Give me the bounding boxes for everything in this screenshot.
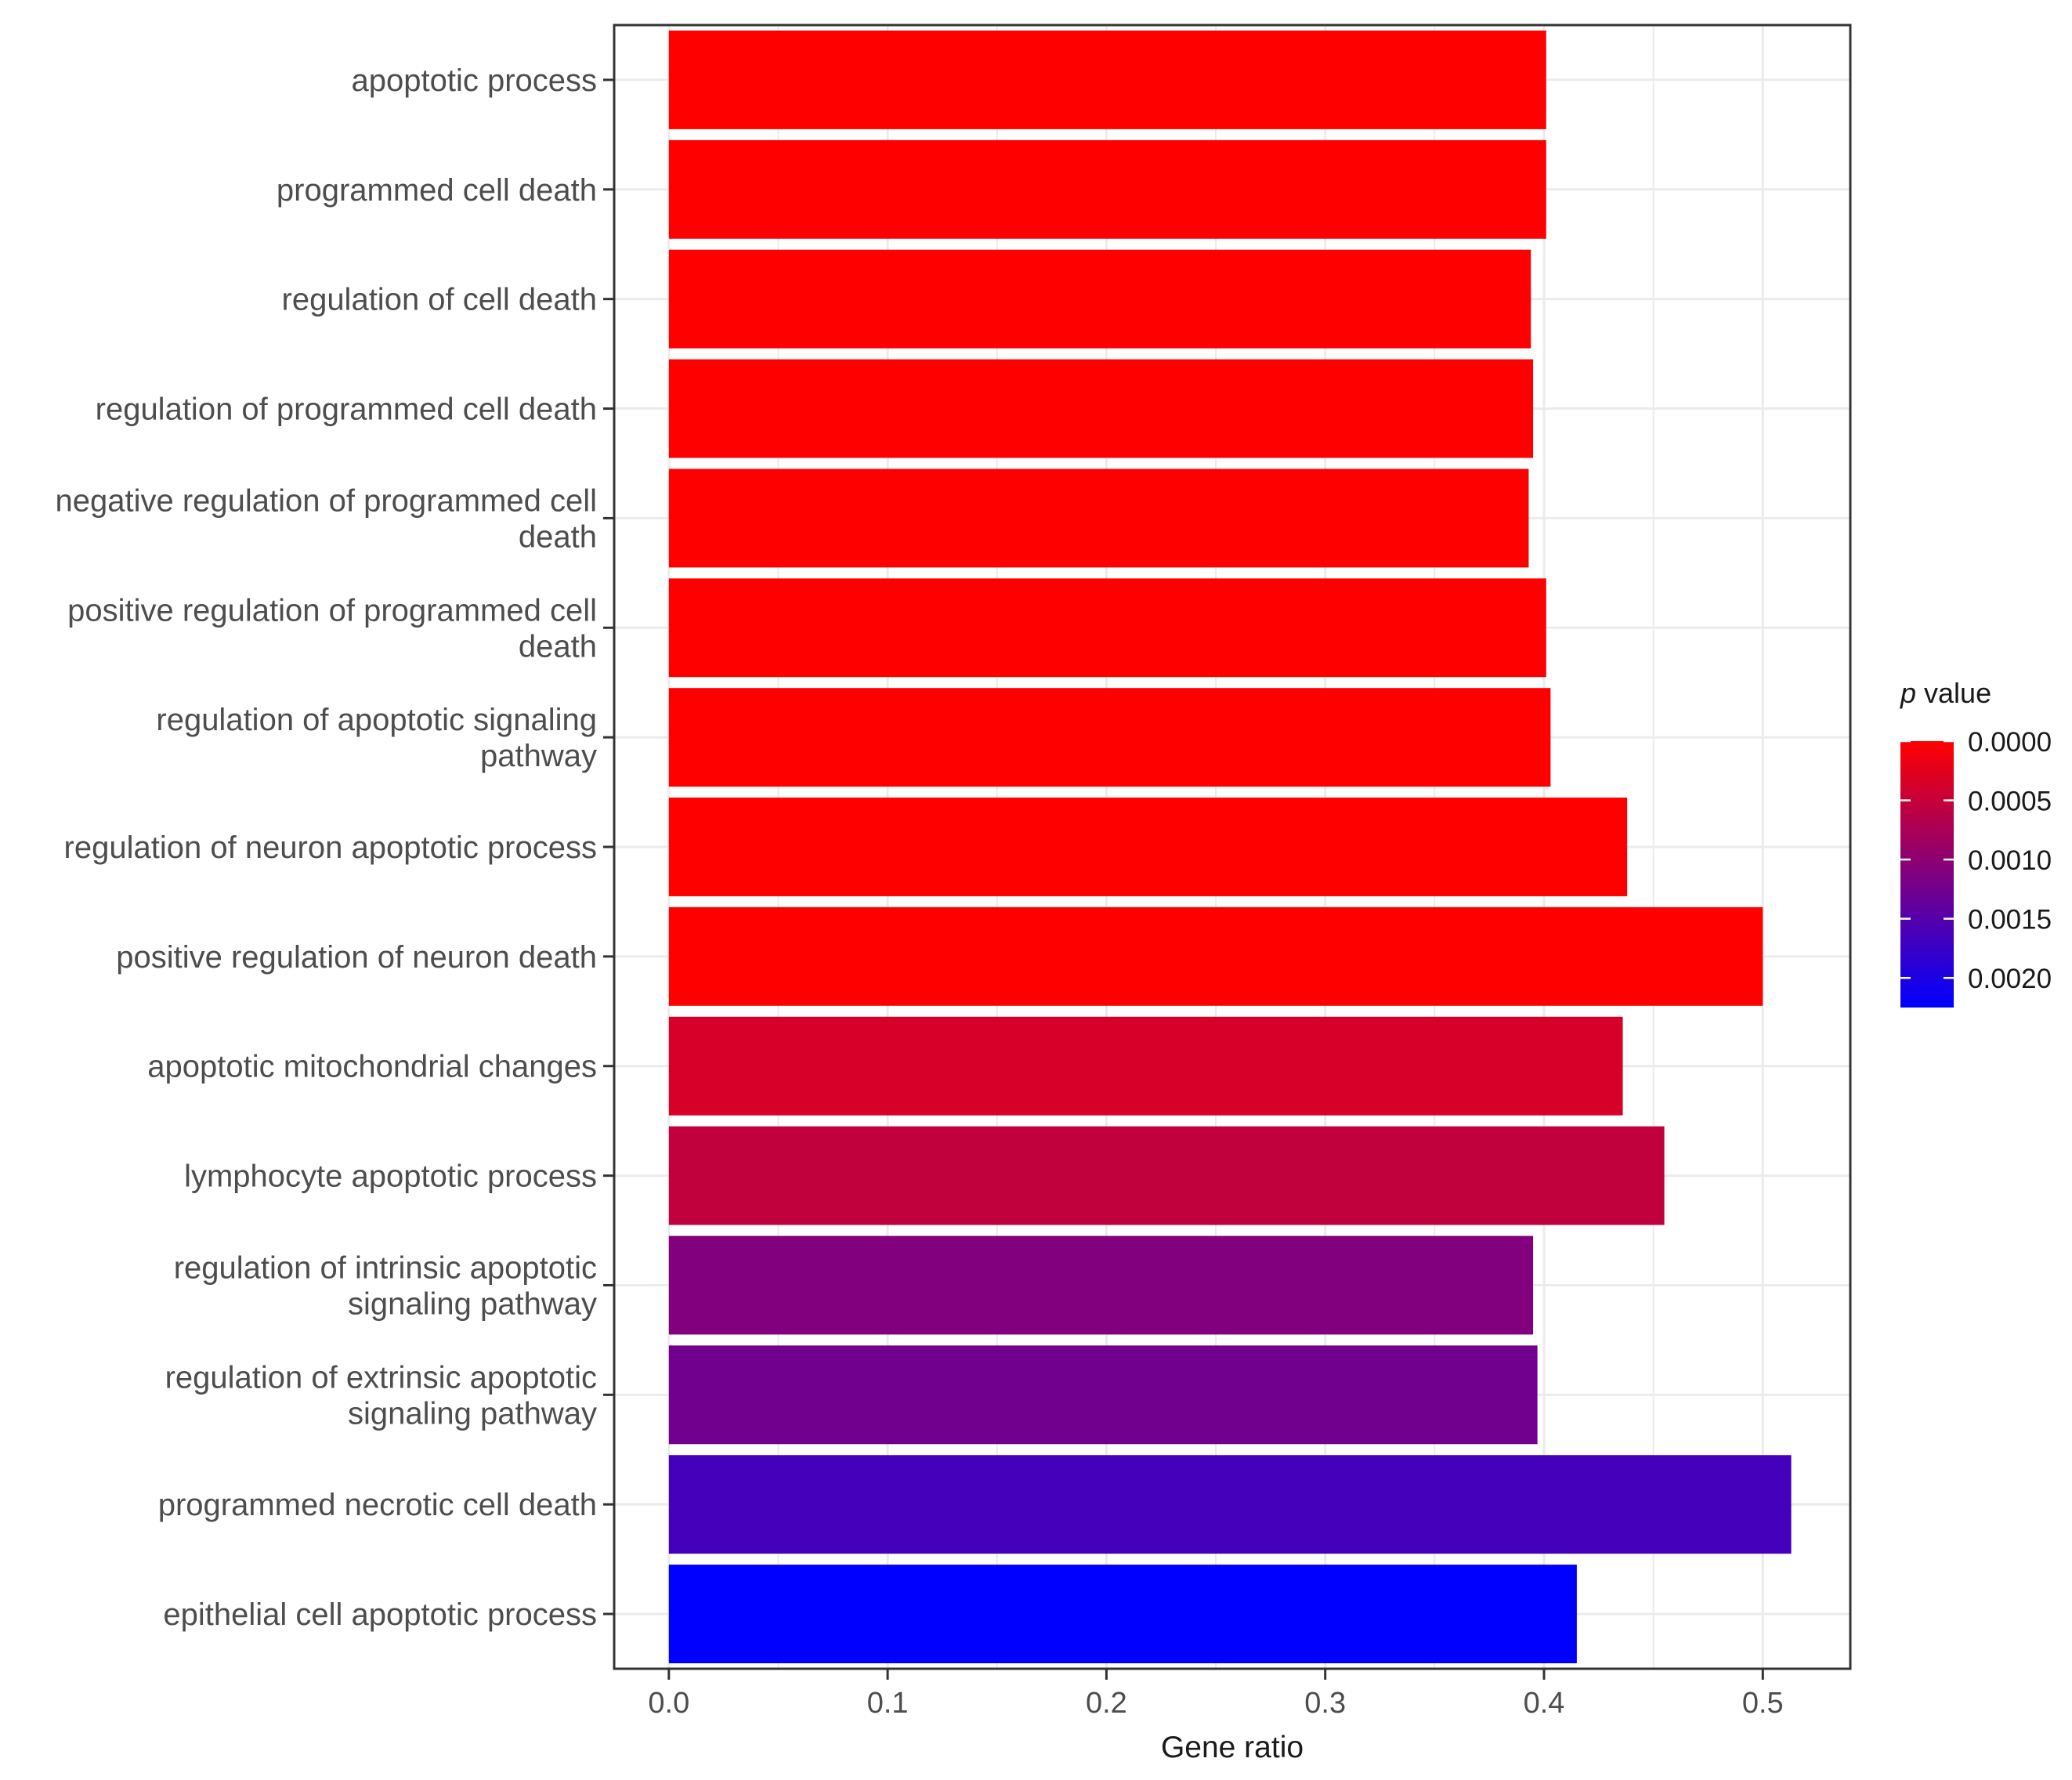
bars bbox=[668, 30, 1792, 1664]
legend-title-italic: p bbox=[1900, 677, 1916, 709]
bar bbox=[668, 578, 1546, 678]
y-tick-label-line: programmed cell death bbox=[277, 173, 597, 208]
legend-label: 0.0005 bbox=[1968, 787, 2052, 817]
y-tick-label-line: regulation of neuron apoptotic process bbox=[64, 830, 597, 865]
y-tick-label: regulation of extrinsic apoptotic signali… bbox=[165, 1360, 597, 1431]
x-tick-label: 0.4 bbox=[1524, 1687, 1565, 1720]
y-tick-label-line: death bbox=[519, 629, 597, 664]
legend-label: 0.0010 bbox=[1968, 845, 2052, 876]
bar bbox=[668, 798, 1628, 896]
x-tick-label: 0.0 bbox=[648, 1687, 689, 1720]
y-tick-label-line: pathway bbox=[480, 739, 597, 773]
y-tick-label-line: positive regulation of programmed cell bbox=[67, 593, 597, 628]
y-tick-label-line: regulation of intrinsic apoptotic bbox=[174, 1250, 597, 1285]
x-axis: 0.0 0.1 0.2 0.3 0.4 0.5 bbox=[648, 1669, 1784, 1720]
bar bbox=[668, 469, 1529, 568]
legend-label: 0.0000 bbox=[1968, 727, 2052, 758]
bar bbox=[668, 1126, 1665, 1225]
bar bbox=[668, 139, 1546, 239]
x-tick-label: 0.5 bbox=[1742, 1687, 1784, 1720]
legend-title: p value bbox=[1900, 677, 1991, 709]
y-tick-label-line: death bbox=[519, 519, 597, 554]
y-tick-label: regulation of cell death bbox=[282, 283, 598, 317]
bar bbox=[668, 249, 1531, 349]
x-tick-label: 0.2 bbox=[1086, 1687, 1127, 1720]
y-tick-label-line: epithelial cell apoptotic process bbox=[163, 1597, 597, 1632]
y-tick-label: epithelial cell apoptotic process bbox=[163, 1597, 597, 1632]
y-tick-label: programmed cell death bbox=[277, 173, 597, 208]
bar bbox=[668, 30, 1546, 129]
y-tick-label-line: regulation of extrinsic apoptotic bbox=[165, 1360, 597, 1395]
y-tick-label-line: regulation of cell death bbox=[282, 283, 598, 317]
y-tick-label: regulation of intrinsic apoptotic signali… bbox=[174, 1250, 597, 1321]
legend-title-rest: value bbox=[1916, 677, 1991, 709]
y-tick-label: positive regulation of programmed cell de… bbox=[67, 593, 597, 664]
x-tick-label: 0.3 bbox=[1304, 1687, 1346, 1720]
bar bbox=[668, 359, 1534, 458]
y-tick-label-line: signaling pathway bbox=[348, 1286, 597, 1321]
bar bbox=[668, 1565, 1577, 1664]
legend: p value 0.0000 0.0005 0.0010 0.0015 0.0020 bbox=[1900, 677, 2052, 1008]
y-tick-label-line: signaling pathway bbox=[348, 1396, 597, 1431]
y-tick-label-line: apoptotic mitochondrial changes bbox=[147, 1050, 597, 1084]
x-tick-label: 0.1 bbox=[867, 1687, 909, 1720]
bar bbox=[668, 1345, 1538, 1445]
y-tick-label: apoptotic mitochondrial changes bbox=[147, 1050, 597, 1084]
bar bbox=[668, 1455, 1792, 1554]
y-tick-label-line: lymphocyte apoptotic process bbox=[184, 1160, 597, 1194]
legend-label: 0.0020 bbox=[1968, 964, 2052, 994]
y-tick-label-line: regulation of programmed cell death bbox=[96, 393, 597, 427]
y-tick-label: negative regulation of programmed cell de… bbox=[55, 483, 597, 554]
y-tick-label: regulation of apoptotic signaling pathway bbox=[156, 703, 597, 773]
y-tick-label-line: positive regulation of neuron death bbox=[116, 940, 597, 975]
y-tick-label: positive regulation of neuron death bbox=[116, 940, 597, 975]
y-tick-label: regulation of neuron apoptotic process bbox=[64, 830, 597, 865]
y-tick-label: apoptotic process bbox=[351, 63, 597, 98]
y-tick-label-line: regulation of apoptotic signaling bbox=[156, 703, 597, 737]
y-tick-label-line: programmed necrotic cell death bbox=[158, 1488, 597, 1522]
bar bbox=[668, 1236, 1534, 1335]
x-axis-title: Gene ratio bbox=[1161, 1731, 1304, 1764]
legend-colorbar bbox=[1900, 741, 1954, 1008]
y-tick-label-line: negative regulation of programmed cell bbox=[55, 483, 597, 518]
bar bbox=[668, 1016, 1623, 1116]
y-tick-label: lymphocyte apoptotic process bbox=[184, 1160, 597, 1194]
y-tick-label: regulation of programmed cell death bbox=[96, 393, 597, 427]
y-axis: apoptotic process programmed cell death re… bbox=[55, 63, 614, 1632]
bar bbox=[668, 688, 1551, 787]
y-tick-label-line: apoptotic process bbox=[351, 63, 597, 98]
legend-label: 0.0015 bbox=[1968, 905, 2052, 935]
y-tick-label: programmed necrotic cell death bbox=[158, 1488, 597, 1522]
bar bbox=[668, 906, 1763, 1006]
